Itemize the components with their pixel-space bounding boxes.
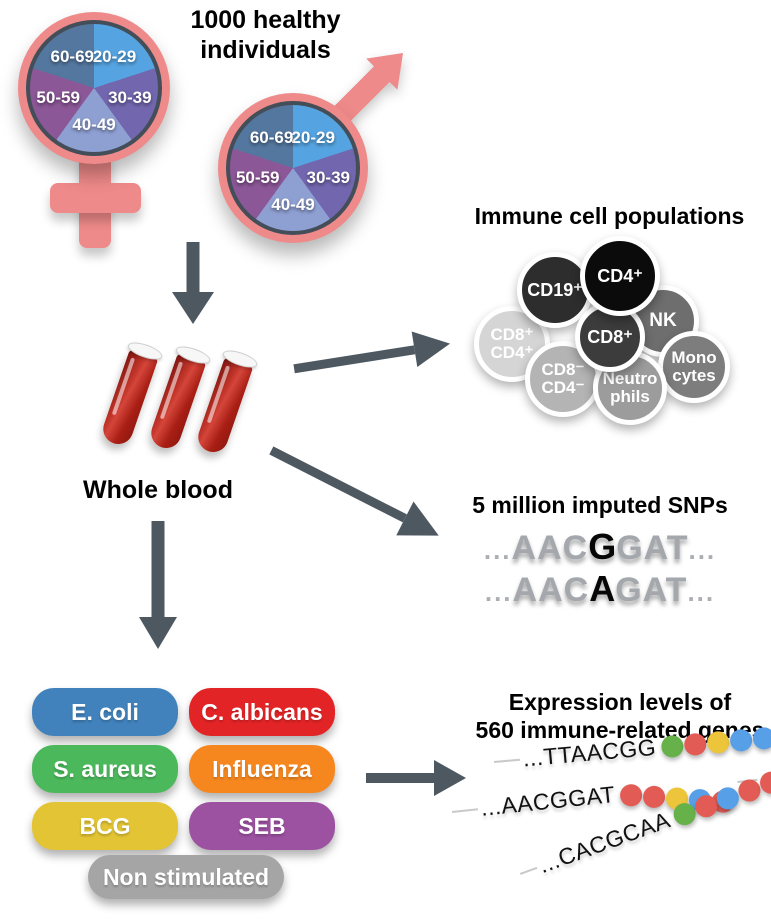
female-cross-horizontal: [50, 183, 141, 213]
red-dot: [619, 783, 643, 807]
stimulus-non-stimulated: Non stimulated: [88, 855, 284, 899]
stimulus-s-aureus: S. aureus: [32, 745, 178, 793]
dna-strand-line: [493, 758, 520, 763]
cell-cd8pos-label: CD8⁺: [587, 326, 633, 347]
female-age-label-30-39: 30-39: [108, 88, 152, 108]
stimulus-seb-label: SEB: [238, 812, 286, 839]
red-dot: [682, 732, 707, 756]
blue-dot: [751, 725, 771, 750]
male-age-label-30-39: 30-39: [306, 168, 351, 188]
snp-sequence-2: ...AACAGAT...: [452, 568, 748, 610]
cell-cd4pos: CD4⁺: [580, 236, 660, 316]
cell-cd19pos: CD19⁺: [517, 252, 593, 328]
stimulus-non-stimulated-label: Non stimulated: [102, 863, 270, 890]
stimulus-influenza: Influenza: [189, 745, 335, 793]
male-age-label-50-59: 50-59: [235, 168, 280, 188]
ellipsis: ...: [484, 577, 513, 607]
stimulus-e-coli: E. coli: [32, 688, 178, 736]
stimulus-seb: SEB: [189, 802, 335, 850]
stimulus-bcg: BCG: [32, 802, 178, 850]
stimulus-bcg-label: BCG: [79, 812, 131, 839]
male-age-label-60-69: 60-69: [249, 127, 294, 147]
cell-monocytes-label: Mono cytes: [671, 348, 717, 385]
male-age-label-20-29: 20-29: [291, 127, 335, 147]
cell-cd19pos-label: CD19⁺: [527, 279, 583, 300]
sequence-text: GAT: [615, 571, 688, 609]
male-age-label-40-49: 40-49: [271, 194, 315, 214]
blue-dot: [728, 727, 753, 752]
cell-neutrophils-label: Neutro phils: [602, 369, 658, 406]
sequence-text: GAT: [616, 529, 689, 567]
female-age-label-50-59: 50-59: [36, 88, 80, 108]
snp-allele-a: A: [589, 568, 616, 609]
ellipsis: ...: [483, 535, 512, 565]
gene-sequence-3: ...CACGCAA: [535, 806, 674, 879]
female-age-label-60-69: 60-69: [50, 47, 94, 67]
cell-cd4pos-label: CD4⁺: [597, 265, 643, 286]
snps-title: 5 million imputed SNPs: [472, 492, 728, 518]
arrow-individuals-to-blood: [172, 242, 214, 324]
cohort-title: 1000 healthy individuals: [190, 6, 341, 64]
cell-monocytes: Mono cytes: [658, 331, 730, 403]
ellipsis: ...: [687, 577, 716, 607]
snp-allele-g: G: [588, 526, 617, 567]
sequence-text: AAC: [511, 529, 589, 567]
snp-sequence-1: ...AACGGAT...: [452, 526, 748, 568]
whole-blood-label: Whole blood: [83, 476, 233, 504]
stimulus-s-aureus-label: S. aureus: [53, 755, 157, 782]
green-dot: [660, 734, 684, 758]
stimulus-c-albicans: C. albicans: [189, 688, 335, 736]
stimulus-e-coli-label: E. coli: [71, 698, 139, 725]
female-age-label-20-29: 20-29: [92, 47, 137, 67]
arrow-stimuli-to-expression: [366, 760, 466, 796]
ellipsis: ...: [688, 535, 717, 565]
cell-cd8neg-cd4neg-label: CD8⁻ CD4⁻: [541, 360, 585, 397]
dna-strand-line: [519, 866, 538, 875]
dna-strand-line: [451, 807, 478, 813]
cell-cd8pos-cd4pos-label: CD8⁺ CD4⁺: [490, 325, 534, 362]
cell-nk-label: NK: [649, 310, 677, 332]
male-age-pie-chart: 20-29 30-39 40-49 50-59 60-69: [226, 101, 360, 235]
immune-cells-title: Immune cell populations: [474, 203, 745, 229]
stimulus-influenza-label: Influenza: [212, 755, 312, 782]
yellow-dot: [705, 730, 730, 754]
arrow-blood-to-cells: [293, 331, 451, 374]
female-age-pie-chart: 20-29 30-39 40-49 50-59 60-69: [26, 20, 162, 156]
red-dot: [642, 784, 666, 809]
stimulus-c-albicans-label: C. albicans: [201, 698, 323, 725]
arrow-blood-to-stimuli: [139, 521, 177, 649]
sequence-text: AAC: [512, 571, 590, 609]
female-age-label-40-49: 40-49: [72, 115, 116, 135]
arrow-blood-to-snps: [269, 446, 439, 536]
male-arrow-icon: [325, 53, 403, 131]
gene-sequence-2: ...AACGGAT: [479, 780, 617, 821]
